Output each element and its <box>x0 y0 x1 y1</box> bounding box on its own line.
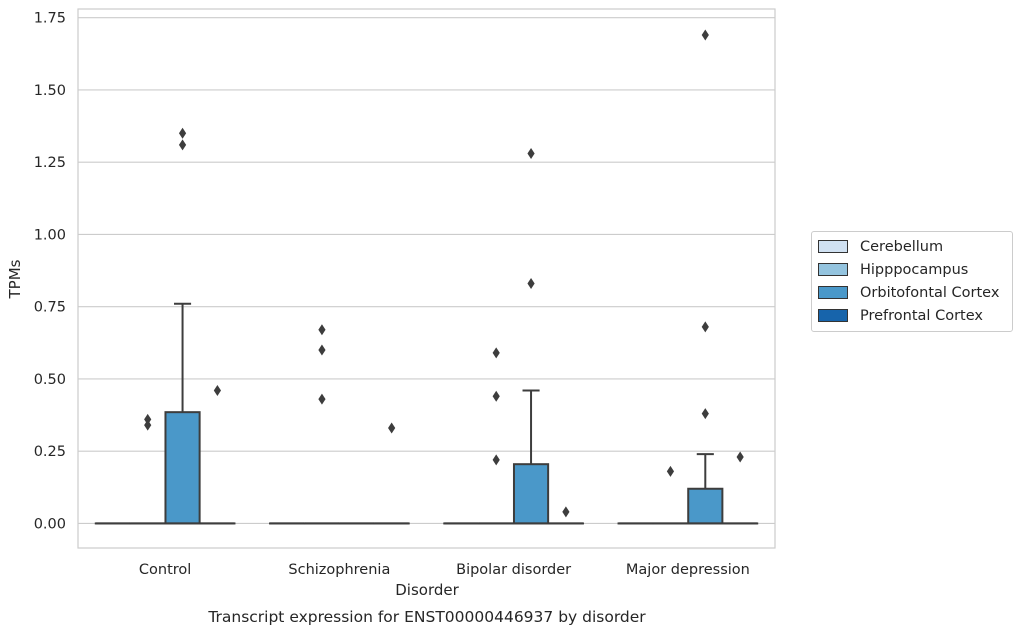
box-marks <box>94 29 759 525</box>
y-tick-label: 1.00 <box>34 227 66 243</box>
legend-swatch <box>818 309 848 322</box>
box-0-3 <box>199 384 236 525</box>
box-0-1 <box>129 413 166 525</box>
box-body <box>512 463 550 525</box>
x-tick-label: Control <box>139 562 191 578</box>
outlier-point <box>178 127 187 139</box>
y-tick-label: 0.00 <box>34 516 66 532</box>
legend-item: Hipppocampus <box>812 258 1012 281</box>
outlier-point <box>736 451 744 463</box>
x-tick-label: Schizophrenia <box>288 562 390 578</box>
y-tick-labels: 0.00 0.25 0.50 0.75 1.00 1.25 1.50 1.75 <box>34 11 66 533</box>
outlier-point <box>701 408 709 420</box>
x-tick-label: Bipolar disorder <box>456 562 571 578</box>
legend-item: Orbitofontal Cortex <box>812 281 1012 304</box>
outlier-point <box>701 321 709 333</box>
x-axis-label: Disorder <box>395 581 459 599</box>
outlier-point <box>318 324 326 336</box>
y-tick-label: 1.25 <box>34 155 66 171</box>
box-1-1 <box>303 324 341 525</box>
box-3-3 <box>722 451 759 525</box>
box-3-1 <box>652 465 689 525</box>
y-tick-label: 0.50 <box>34 372 66 388</box>
x-tick-labels: Control Schizophrenia Bipolar disorder Majo… <box>139 562 750 578</box>
outlier-point <box>318 393 326 405</box>
y-axis-label: TPMs <box>6 259 24 299</box>
outlier-point <box>318 344 326 356</box>
legend: Cerebellum Hipppocampus Orbitofontal Corte… <box>811 231 1013 332</box>
legend-swatch <box>818 263 848 276</box>
outlier-point <box>666 465 675 477</box>
outlier-point <box>213 384 221 396</box>
chart-title: Transcript expression for ENST0000044693… <box>207 608 646 626</box>
outlier-point <box>178 139 187 151</box>
outlier-point <box>388 422 396 434</box>
legend-swatch <box>818 240 848 253</box>
outlier-point <box>144 419 152 431</box>
box-0-2 <box>164 127 201 525</box>
outlier-point <box>492 454 500 466</box>
outlier-point <box>527 278 535 290</box>
legend-label: Hipppocampus <box>860 261 969 278</box>
x-tick-label: Major depression <box>626 562 750 578</box>
legend-item: Prefrontal Cortex <box>812 304 1012 327</box>
box-2-1 <box>478 347 515 525</box>
outlier-point <box>492 390 500 402</box>
plot-area-frame <box>77 8 776 549</box>
legend-swatch <box>818 286 848 299</box>
y-tick-label: 0.75 <box>34 300 66 316</box>
legend-label: Prefrontal Cortex <box>860 307 983 324</box>
box-3-2 <box>687 29 724 525</box>
legend-item: Cerebellum <box>812 235 1012 258</box>
outlier-point <box>492 347 500 359</box>
outlier-point <box>144 413 152 425</box>
y-tick-label: 0.25 <box>34 444 66 460</box>
legend-label: Cerebellum <box>860 238 944 255</box>
y-tick-label: 1.75 <box>34 11 66 27</box>
box-2-3 <box>547 506 584 525</box>
y-tick-label: 1.50 <box>34 83 66 99</box>
legend-label: Orbitofontal Cortex <box>860 284 1000 301</box>
outlier-point <box>701 29 709 41</box>
outlier-point <box>562 506 570 518</box>
box-1-3 <box>373 422 410 525</box>
box-2-2 <box>512 148 550 525</box>
box-body <box>687 487 724 525</box>
box-body <box>164 411 201 525</box>
outlier-point <box>527 148 535 160</box>
